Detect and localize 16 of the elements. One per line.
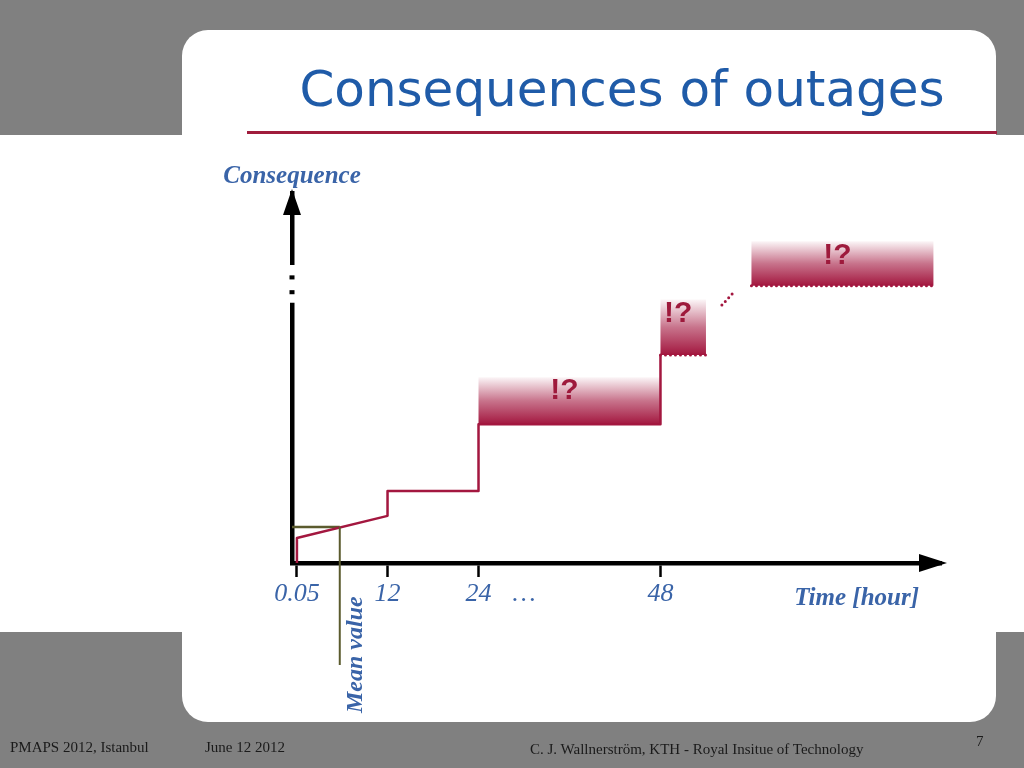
text: !?: [823, 236, 852, 270]
x-tick-label: 12: [374, 578, 401, 608]
x-tick-label: 0.05: [274, 578, 320, 608]
x-tick-label: 24: [465, 578, 492, 608]
annotation: !?: [664, 294, 693, 328]
ref-line-label: Mean value: [340, 595, 367, 714]
text: 7: [976, 733, 984, 750]
annotation: !?: [550, 372, 579, 406]
x-axis-title: Time [hour]: [794, 583, 919, 610]
text: June 12 2012: [205, 739, 285, 756]
chart-title: Consequences of outages: [298, 59, 946, 120]
y-axis-title: Consequence: [223, 161, 361, 188]
x-tick-label: …: [512, 578, 536, 608]
text: C. J. Wallnerström, KTH - Royal Insitue of Technology: [530, 741, 864, 758]
x-tick-label: 48: [647, 578, 674, 608]
text: PMAPS 2012, Istanbul: [10, 739, 149, 756]
